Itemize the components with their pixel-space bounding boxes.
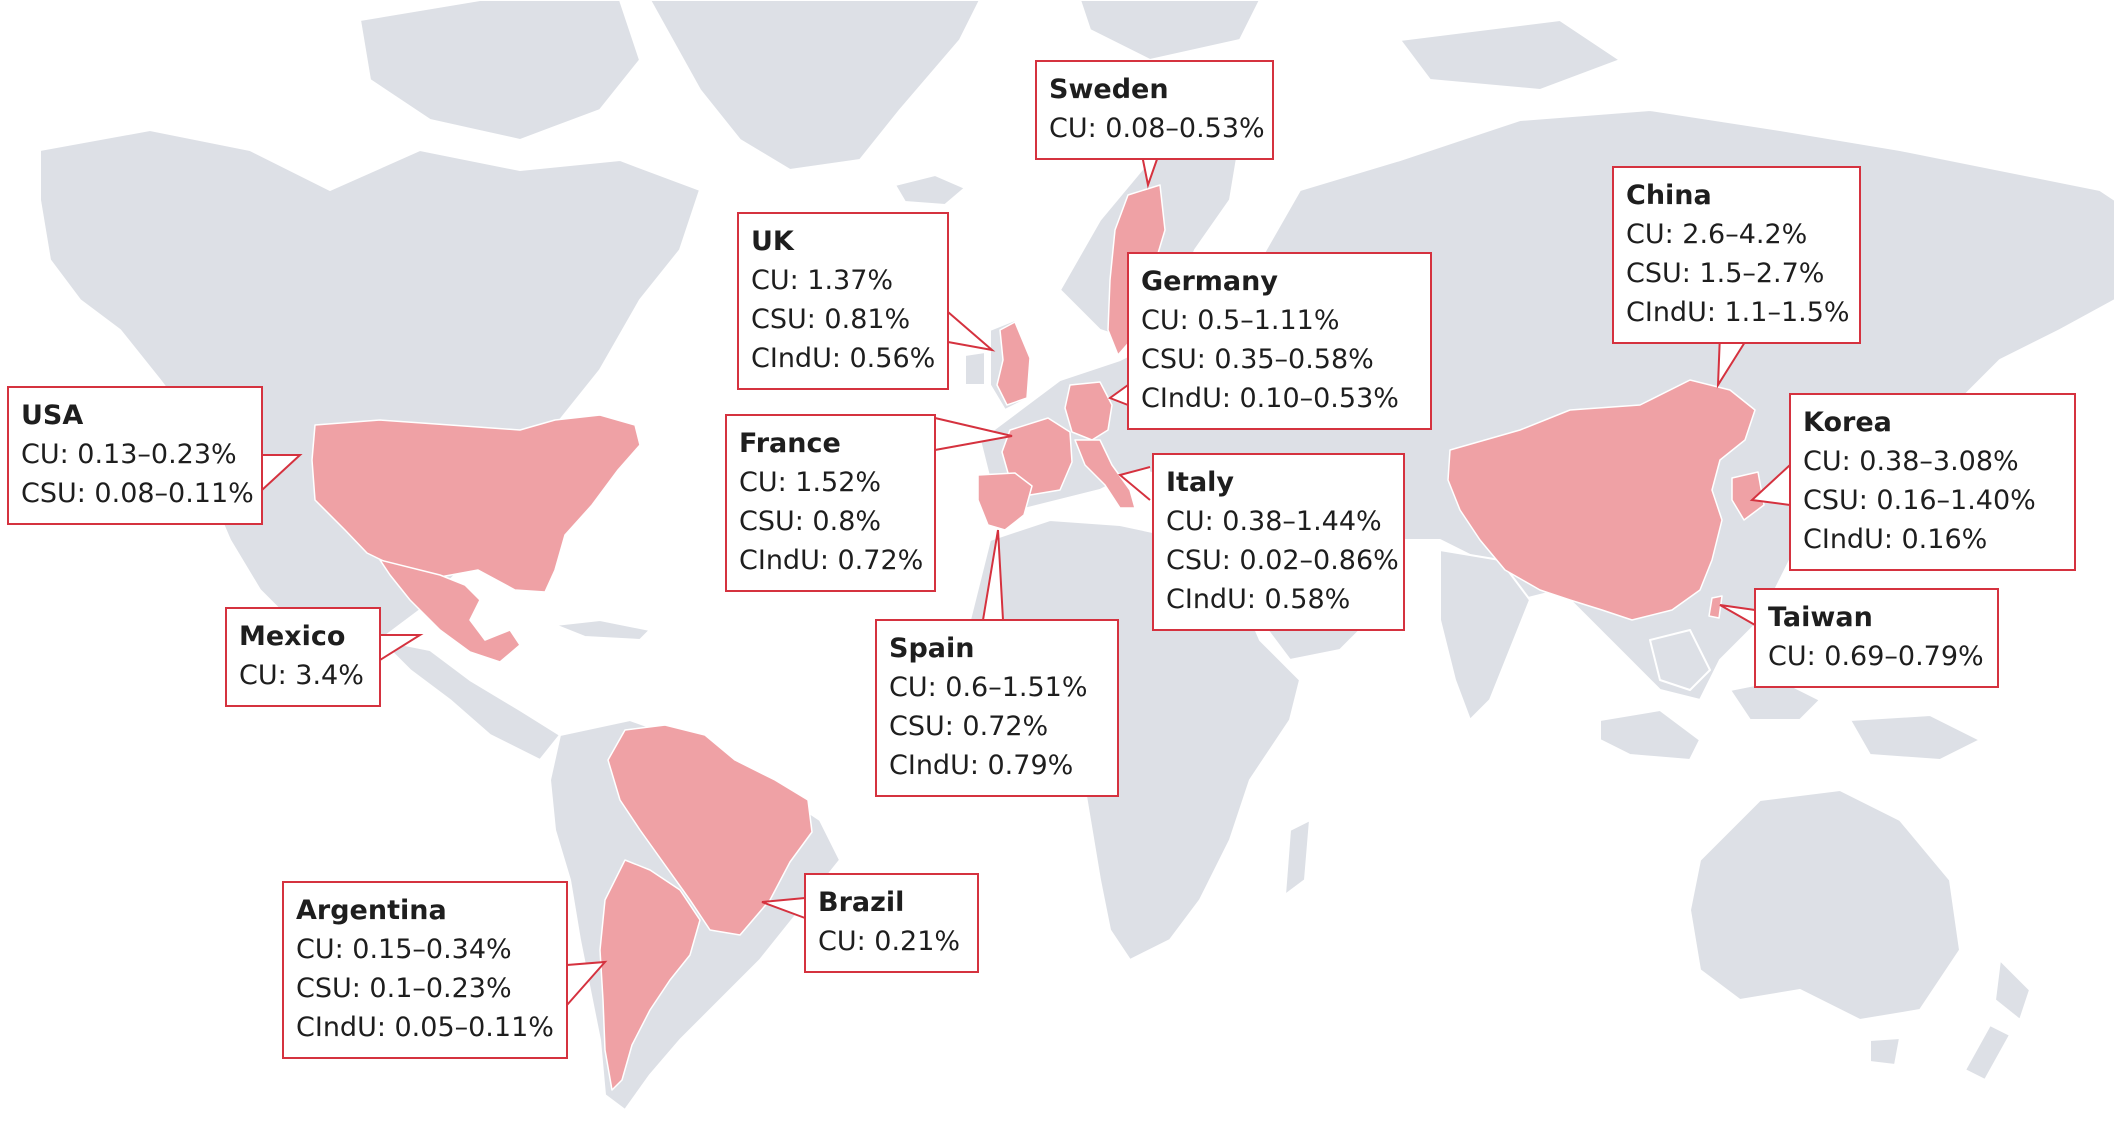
mexico-callout: Mexico CU: 3.4% — [225, 607, 381, 707]
country-name: Sweden — [1049, 74, 1169, 105]
country-name: Spain — [889, 633, 975, 664]
stat-line: CU: 0.08–0.53% — [1049, 113, 1265, 144]
taiwan-callout: Taiwan CU: 0.69–0.79% — [1754, 588, 1999, 688]
country-name: Mexico — [239, 621, 346, 652]
brazil-pointer — [761, 897, 806, 919]
country-name: USA — [21, 400, 84, 431]
stat-line: CU: 1.37% — [751, 265, 894, 296]
mexico-pointer — [379, 634, 424, 661]
mexico-shape — [379, 559, 521, 663]
stat-line: CSU: 1.5–2.7% — [1626, 258, 1825, 289]
spain-pointer — [982, 529, 1004, 621]
stat-line: CU: 0.15–0.34% — [296, 934, 512, 965]
country-name: Brazil — [818, 887, 905, 918]
stat-line: CU: 0.38–1.44% — [1166, 506, 1382, 537]
stat-line: CSU: 0.08–0.11% — [21, 478, 254, 509]
stat-line: CU: 0.21% — [818, 926, 961, 957]
korea-shape — [1731, 471, 1765, 521]
taiwan-shape — [1708, 595, 1723, 619]
stat-line: CIndU: 0.79% — [889, 750, 1074, 781]
stat-line: CIndU: 0.56% — [751, 343, 936, 374]
callout-pointers — [261, 144, 1791, 1006]
country-name: Italy — [1166, 467, 1235, 498]
uk-callout: UK CU: 1.37% CSU: 0.81% CIndU: 0.56% — [737, 212, 949, 390]
stat-line: CIndU: 0.16% — [1803, 524, 1988, 555]
italy-shape — [1074, 439, 1136, 509]
france-pointer — [934, 417, 1013, 451]
argentina-callout: Argentina CU: 0.15–0.34% CSU: 0.1–0.23% … — [282, 881, 568, 1059]
stat-line: CU: 0.5–1.11% — [1141, 305, 1340, 336]
china-pointer — [1716, 333, 1751, 389]
stat-line: CIndU: 0.10–0.53% — [1141, 383, 1399, 414]
china-shape — [1447, 379, 1756, 621]
stat-line: CSU: 0.35–0.58% — [1141, 344, 1374, 375]
stat-line: CSU: 0.16–1.40% — [1803, 485, 2036, 516]
argentina-pointer — [566, 960, 608, 1006]
stat-line: CSU: 0.72% — [889, 711, 1049, 742]
usa-pointer — [261, 454, 303, 491]
stat-line: CIndU: 0.05–0.11% — [296, 1012, 554, 1043]
spain-callout: Spain CU: 0.6–1.51% CSU: 0.72% CIndU: 0.… — [875, 619, 1119, 797]
spain-shape — [977, 472, 1033, 531]
stat-line: CSU: 0.02–0.86% — [1166, 545, 1399, 576]
germany-pointer — [1107, 384, 1129, 406]
country-name: Korea — [1803, 407, 1892, 438]
stat-line: CIndU: 1.1–1.5% — [1626, 297, 1850, 328]
china-callout: China CU: 2.6–4.2% CSU: 1.5–2.7% CIndU: … — [1612, 166, 1861, 344]
brazil-shape — [607, 724, 813, 936]
france-callout: France CU: 1.52% CSU: 0.8% CIndU: 0.72% — [725, 414, 936, 592]
sweden-callout: Sweden CU: 0.08–0.53% — [1035, 60, 1274, 160]
country-name: Argentina — [296, 895, 447, 926]
stat-line: CU: 0.38–3.08% — [1803, 446, 2019, 477]
stat-line: CSU: 0.8% — [739, 506, 882, 537]
italy-pointer — [1117, 466, 1151, 501]
country-name: France — [739, 428, 841, 459]
stat-line: CU: 3.4% — [239, 660, 364, 691]
stat-line: CIndU: 0.58% — [1166, 584, 1351, 615]
stat-line: CSU: 0.1–0.23% — [296, 973, 512, 1004]
country-name: China — [1626, 180, 1712, 211]
stat-line: CU: 1.52% — [739, 467, 882, 498]
stat-line: CIndU: 0.72% — [739, 545, 924, 576]
usa-callout: USA CU: 0.13–0.23% CSU: 0.08–0.11% — [7, 386, 263, 525]
stat-line: CSU: 0.81% — [751, 304, 911, 335]
uk-pointer — [947, 311, 996, 352]
korea-pointer — [1749, 464, 1791, 506]
taiwan-pointer — [1719, 604, 1756, 626]
country-name: UK — [751, 226, 794, 257]
uk-shape — [996, 321, 1031, 406]
country-name: Taiwan — [1768, 602, 1873, 633]
usa-shape — [311, 414, 641, 593]
stat-line: CU: 0.6–1.51% — [889, 672, 1088, 703]
germany-shape — [1064, 381, 1113, 441]
stat-line: CU: 0.69–0.79% — [1768, 641, 1984, 672]
stat-line: CU: 0.13–0.23% — [21, 439, 237, 470]
brazil-callout: Brazil CU: 0.21% — [804, 873, 979, 973]
stat-line: CU: 2.6–4.2% — [1626, 219, 1808, 250]
country-name: Germany — [1141, 266, 1278, 297]
italy-callout: Italy CU: 0.38–1.44% CSU: 0.02–0.86% CIn… — [1152, 453, 1405, 631]
korea-callout: Korea CU: 0.38–3.08% CSU: 0.16–1.40% CIn… — [1789, 393, 2076, 571]
germany-callout: Germany CU: 0.5–1.11% CSU: 0.35–0.58% CI… — [1127, 252, 1432, 430]
